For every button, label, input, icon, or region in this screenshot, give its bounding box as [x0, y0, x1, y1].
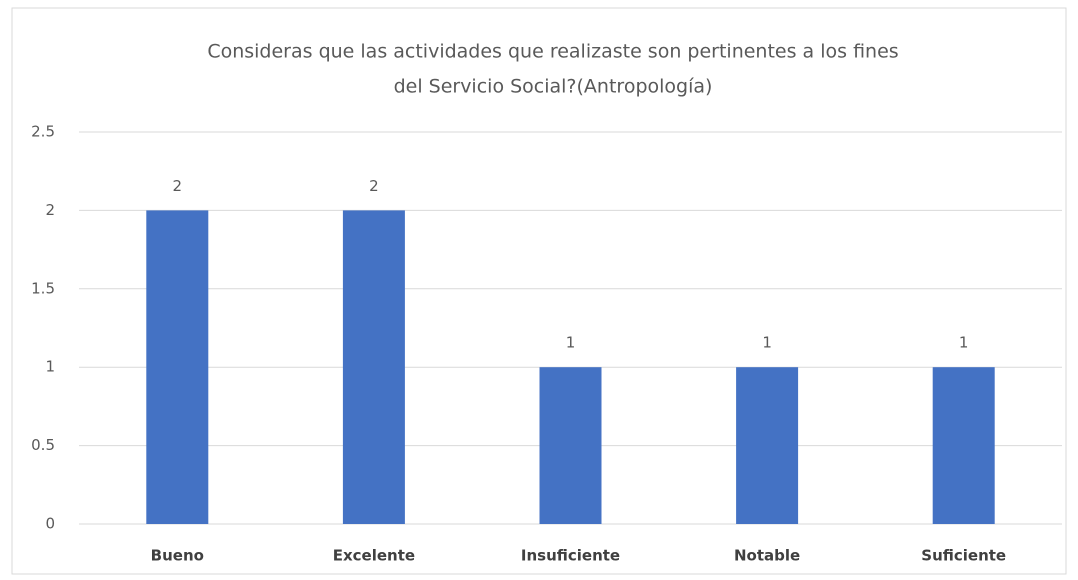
chart-title: Consideras que las actividades que reali…	[207, 41, 898, 63]
x-tick-label: Notable	[734, 547, 800, 565]
bar	[342, 210, 405, 524]
chart-title: del Servicio Social?(Antropología)	[394, 76, 713, 98]
x-tick-label: Bueno	[151, 547, 204, 565]
x-tick-label: Insuficiente	[521, 547, 620, 565]
x-tick-label: Suficiente	[921, 547, 1006, 565]
data-label: 1	[762, 334, 772, 352]
y-tick-label: 1	[45, 358, 55, 376]
y-tick-label: 0.5	[31, 436, 55, 454]
data-label: 2	[369, 177, 379, 195]
y-tick-label: 1.5	[31, 279, 55, 297]
data-label: 2	[173, 177, 183, 195]
x-tick-label: Excelente	[333, 547, 415, 565]
y-tick-label: 2.5	[31, 123, 55, 141]
bar	[932, 367, 995, 524]
y-tick-label: 0	[45, 515, 55, 533]
y-tick-label: 2	[45, 201, 55, 219]
data-label: 1	[566, 334, 576, 352]
bar	[146, 210, 209, 524]
bar	[736, 367, 799, 524]
bar	[539, 367, 602, 524]
data-label: 1	[959, 334, 969, 352]
